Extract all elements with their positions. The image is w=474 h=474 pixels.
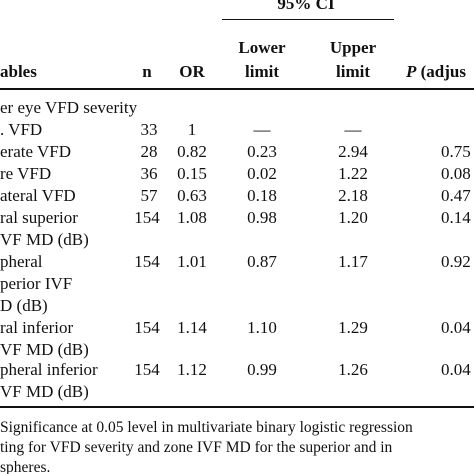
row-n: 57 bbox=[140, 186, 158, 205]
row-upper: 1.22 bbox=[338, 164, 368, 183]
row-p: 0.04 bbox=[441, 318, 471, 337]
row-lower: 0.18 bbox=[247, 186, 277, 205]
row-or: 1 bbox=[187, 120, 197, 139]
row-lower: 1.10 bbox=[247, 318, 277, 337]
row-label-line2: perior IVF bbox=[0, 274, 73, 293]
row-n: 28 bbox=[140, 142, 158, 161]
ci-group-rule bbox=[222, 19, 394, 20]
row-or: 1.08 bbox=[177, 208, 207, 227]
header-p-suffix: (adjus bbox=[416, 62, 466, 81]
header-lower-line1: Lower bbox=[238, 38, 286, 57]
header-lower-line2: limit bbox=[245, 62, 279, 81]
row-n: 33 bbox=[140, 120, 158, 139]
header-variables: ables bbox=[0, 62, 37, 81]
row-lower: — bbox=[253, 120, 271, 139]
footnote-line-3: spheres. bbox=[0, 459, 51, 474]
row-or: 1.01 bbox=[177, 252, 207, 271]
header-n: n bbox=[142, 62, 152, 81]
section-label: er eye VFD severity bbox=[0, 98, 138, 117]
row-label: pheral inferior bbox=[0, 360, 98, 379]
row-label: re VFD bbox=[0, 164, 52, 183]
row-label: pheral bbox=[0, 252, 43, 271]
row-or: 1.14 bbox=[177, 318, 207, 337]
header-bottom-rule bbox=[0, 88, 474, 90]
row-n: 154 bbox=[134, 360, 160, 379]
row-lower: 0.02 bbox=[247, 164, 277, 183]
row-upper: — bbox=[344, 120, 362, 139]
row-p: 0.14 bbox=[441, 208, 471, 227]
ci-group-header: 95% CI bbox=[277, 0, 335, 13]
row-or: 0.82 bbox=[177, 142, 207, 161]
row-label-line2: VF MD (dB) bbox=[0, 230, 89, 249]
row-label-line2: VF MD (dB) bbox=[0, 382, 89, 401]
row-n: 36 bbox=[140, 164, 158, 183]
table-bottom-rule bbox=[0, 406, 474, 408]
header-p: P (adjus bbox=[406, 62, 466, 82]
row-or: 0.63 bbox=[177, 186, 207, 205]
row-label-line2: VF MD (dB) bbox=[0, 340, 89, 359]
row-p: 0.47 bbox=[441, 186, 471, 205]
footnote-line-2: ting for VFD severity and zone IVF MD fo… bbox=[0, 439, 393, 456]
row-lower: 0.98 bbox=[247, 208, 277, 227]
row-label: . VFD bbox=[0, 120, 43, 139]
header-p-symbol: P bbox=[406, 62, 417, 81]
row-n: 154 bbox=[134, 318, 160, 337]
header-upper-line1: Upper bbox=[329, 38, 377, 57]
row-upper: 1.26 bbox=[338, 360, 368, 379]
row-upper: 2.18 bbox=[338, 186, 368, 205]
row-lower: 0.87 bbox=[247, 252, 277, 271]
row-label: ateral VFD bbox=[0, 186, 76, 205]
header-upper-line2: limit bbox=[336, 62, 370, 81]
row-n: 154 bbox=[134, 208, 160, 227]
row-label: ral inferior bbox=[0, 318, 74, 337]
row-or: 1.12 bbox=[177, 360, 207, 379]
row-n: 154 bbox=[134, 252, 160, 271]
row-upper: 1.17 bbox=[338, 252, 368, 271]
row-or: 0.15 bbox=[177, 164, 207, 183]
row-p: 0.92 bbox=[441, 252, 471, 271]
row-label: erate VFD bbox=[0, 142, 71, 161]
row-label: ral superior bbox=[0, 208, 78, 227]
row-upper: 1.29 bbox=[338, 318, 368, 337]
row-p: 0.08 bbox=[441, 164, 471, 183]
row-lower: 0.23 bbox=[247, 142, 277, 161]
row-upper: 1.20 bbox=[338, 208, 368, 227]
row-label-line3: D (dB) bbox=[0, 296, 48, 315]
row-p: 0.04 bbox=[441, 360, 471, 379]
row-upper: 2.94 bbox=[338, 142, 368, 161]
row-p: 0.75 bbox=[441, 142, 471, 161]
header-or: OR bbox=[179, 62, 205, 81]
footnote-line-1: Significance at 0.05 level in multivaria… bbox=[0, 419, 413, 436]
row-lower: 0.99 bbox=[247, 360, 277, 379]
